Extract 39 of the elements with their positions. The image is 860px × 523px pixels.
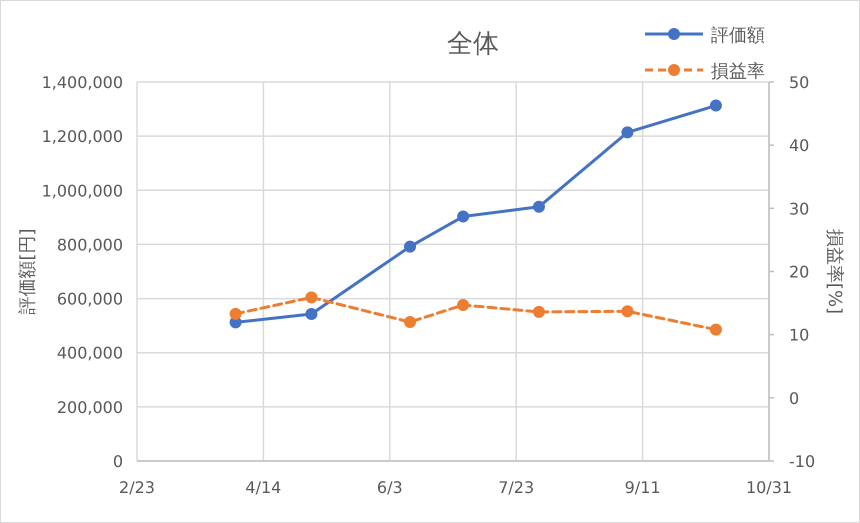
point [404,240,416,253]
y2-tick-label: 50 [789,73,810,92]
y-tick-label: 1,200,000 [42,127,123,146]
y2-tick-label: 40 [789,136,810,156]
point [710,100,722,112]
x-tick-label: 10/31 [746,478,792,497]
y2-tick-label: -10 [789,452,816,471]
x-tick-label: 6/3 [376,478,403,497]
y-axis-title: 評価額[円] [17,228,38,315]
point [457,298,470,311]
y-tick-label: 600,000 [56,290,123,309]
point [457,210,470,223]
point [305,308,318,320]
y2-tick-label: 30 [789,199,810,218]
legend-label: 損益率 [711,61,765,82]
y-tick-label: 0 [112,452,123,471]
x-tick-label: 9/11 [624,478,661,497]
y2-axis-title: 損益率[%] [824,228,845,314]
point [621,126,634,138]
x-tick-label: 7/23 [498,478,534,497]
y-tick-label: 400,000 [56,344,123,363]
point [230,308,242,320]
y2-tick-label: 10 [789,326,810,345]
point [621,305,634,318]
point [532,306,545,318]
y-tick-label: 1,400,000 [42,73,123,92]
point [532,200,545,213]
y-tick-label: 1,000,000 [42,181,123,200]
y2-tick-label: 20 [789,262,810,282]
point [404,316,416,328]
point [305,291,318,304]
chart-title: 全体 [447,29,499,59]
y-tick-label: 200,000 [56,398,123,417]
point [710,324,722,336]
x-tick-label: 2/23 [119,478,155,497]
y2-tick-label: 0 [789,388,800,408]
x-tick-label: 4/14 [245,478,282,497]
legend-label: 評価額 [711,25,765,46]
y-tick-label: 800,000 [56,235,123,254]
